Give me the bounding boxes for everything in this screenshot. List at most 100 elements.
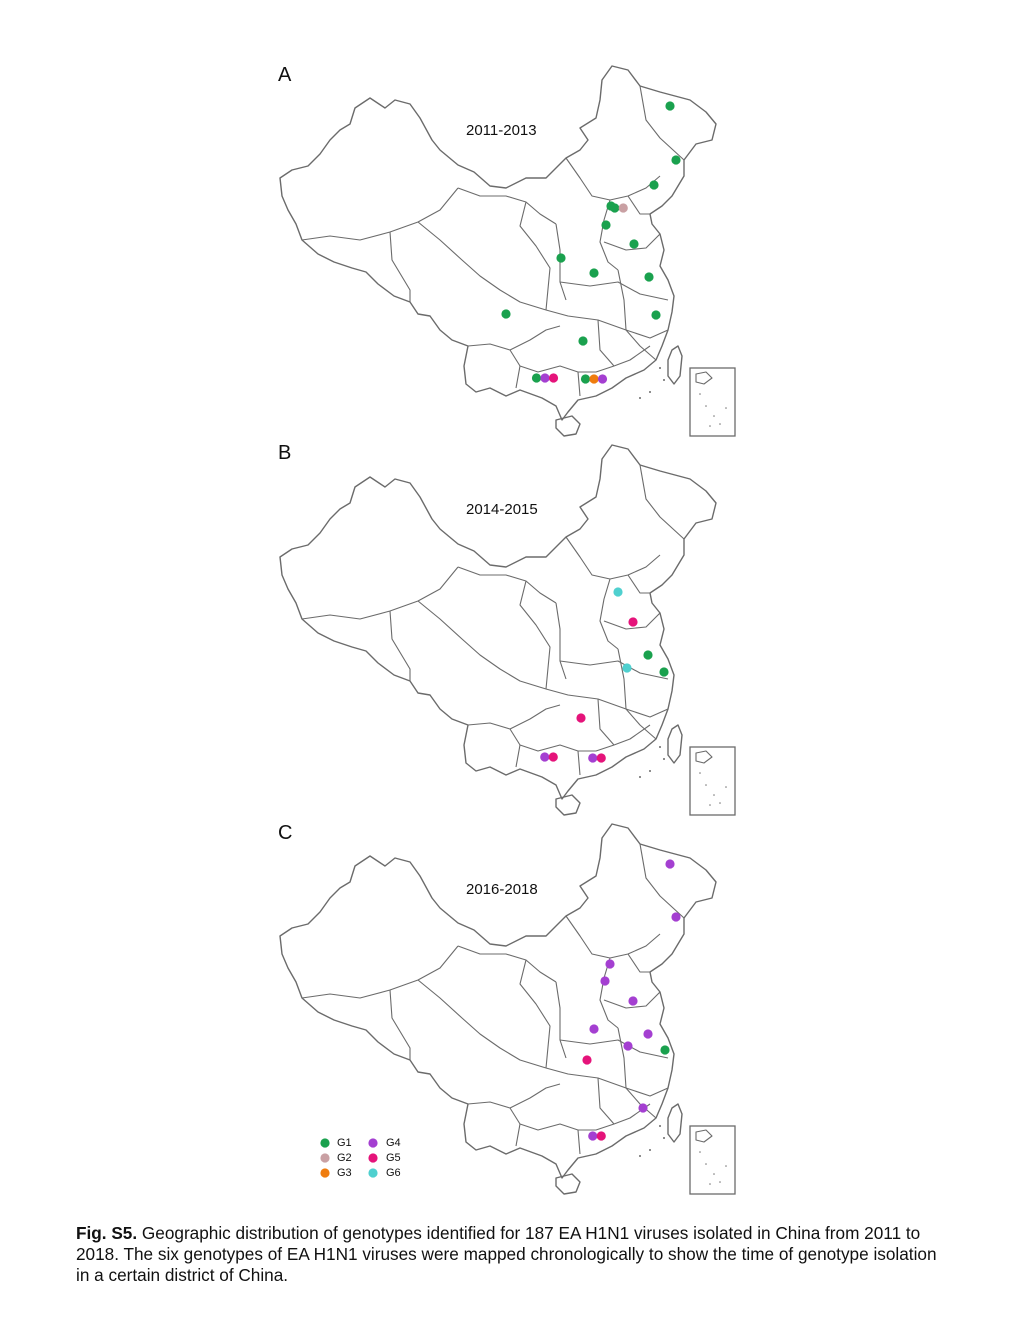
province-border xyxy=(577,371,581,397)
islet xyxy=(639,397,641,399)
genotype-point-g4-anhui xyxy=(623,1041,633,1051)
province-border xyxy=(457,566,557,604)
province-border xyxy=(577,1129,581,1155)
province-border xyxy=(559,281,669,301)
genotype-point-g6-tianjin xyxy=(613,587,623,597)
province-border xyxy=(467,325,561,351)
genotype-point-g3-guangdong xyxy=(589,374,599,384)
islet xyxy=(663,1137,665,1139)
inset-coast xyxy=(695,750,713,764)
china-outline xyxy=(279,823,717,1179)
map-panel-a xyxy=(279,65,736,437)
province-border xyxy=(457,187,557,225)
province-border xyxy=(555,223,567,301)
province-border xyxy=(617,269,627,331)
province-border xyxy=(417,979,547,1069)
genotype-point-g1-jilin xyxy=(671,155,681,165)
genotype-point-g1-liaoning xyxy=(649,180,659,190)
map-panel-c xyxy=(279,823,736,1195)
genotype-point-g5-hunan xyxy=(582,1055,592,1065)
legend-label-g1: G1 xyxy=(337,1137,352,1149)
inset-islet xyxy=(705,405,707,407)
china-outline xyxy=(279,65,717,421)
legend-marker-g6 xyxy=(368,1168,378,1178)
genotype-point-g1-shanghai xyxy=(659,667,669,677)
genotype-point-g4-henan xyxy=(589,1024,599,1034)
map-panel-b xyxy=(279,444,736,816)
islet xyxy=(639,776,641,778)
province-border xyxy=(627,953,650,973)
genotype-point-g4-guangxi xyxy=(540,752,550,762)
province-border xyxy=(597,1077,615,1125)
province-border xyxy=(515,365,521,389)
hainan-island xyxy=(555,1173,581,1195)
province-border xyxy=(389,231,411,302)
genotype-point-g5-guangdong xyxy=(596,753,606,763)
genotype-point-g1-jiangsu xyxy=(644,272,654,282)
legend-label-g3: G3 xyxy=(337,1167,352,1179)
genotype-point-g6-anhui xyxy=(622,663,632,673)
islet xyxy=(649,1149,651,1151)
genotype-point-g1-guangdong xyxy=(580,374,591,384)
province-border xyxy=(639,464,685,540)
china-outline xyxy=(279,444,717,800)
province-border xyxy=(597,698,615,746)
genotype-point-g5-guangxi xyxy=(548,373,559,383)
genotype-point-g4-heilongjiang xyxy=(665,859,675,869)
islet xyxy=(663,758,665,760)
genotype-point-g5-guangxi xyxy=(548,752,558,762)
south-china-sea-inset xyxy=(689,746,736,816)
panel-a-period: 2011-2013 xyxy=(466,122,537,139)
genotype-point-g1-guangxi xyxy=(531,373,542,383)
legend-label-g4: G4 xyxy=(386,1137,401,1149)
province-border xyxy=(627,574,650,594)
inset-islet xyxy=(725,407,727,409)
province-border xyxy=(509,724,651,752)
hainan-island xyxy=(555,415,581,437)
inset-islet xyxy=(713,794,715,796)
genotype-point-g5-shandong xyxy=(628,617,638,627)
genotype-point-g1-zhejiang xyxy=(651,310,661,320)
province-border xyxy=(599,578,619,650)
islet xyxy=(649,770,651,772)
province-border xyxy=(555,602,567,680)
islet xyxy=(659,367,661,369)
province-border xyxy=(625,329,657,361)
panel-b-letter: B xyxy=(278,442,292,464)
province-border xyxy=(467,1083,561,1109)
genotype-point-g1-shanghai xyxy=(660,1045,670,1055)
inset-islet xyxy=(699,772,701,774)
genotype-point-g4-jiangsu xyxy=(643,1029,653,1039)
taiwan-island xyxy=(667,1103,683,1143)
province-border xyxy=(515,744,521,768)
hainan-island xyxy=(555,794,581,816)
province-border xyxy=(565,536,661,580)
genotype-point-g1-tianjin xyxy=(610,203,620,213)
inset-frame xyxy=(689,746,736,816)
legend-label-g6: G6 xyxy=(386,1167,401,1179)
panel-c-letter: C xyxy=(278,822,293,844)
inset-islet xyxy=(705,1163,707,1165)
legend-label-g2: G2 xyxy=(337,1152,352,1164)
province-border xyxy=(417,221,547,311)
inset-islet xyxy=(719,802,721,804)
province-border xyxy=(509,1103,651,1131)
genotype-point-g4-guangdong xyxy=(588,1131,598,1141)
inset-islet xyxy=(725,786,727,788)
genotype-point-g4-hebei xyxy=(600,976,610,986)
legend-marker-g4 xyxy=(368,1138,378,1148)
inset-islet xyxy=(719,1181,721,1183)
province-border xyxy=(519,201,551,311)
genotype-point-g1-shaanxi xyxy=(556,253,566,263)
genotype-point-g4-guangdong xyxy=(588,753,598,763)
genotype-point-g5-guangdong xyxy=(596,1131,606,1141)
province-border xyxy=(555,981,567,1059)
province-border xyxy=(509,345,651,373)
inset-islet xyxy=(705,784,707,786)
genotype-point-g2-tianjin xyxy=(618,203,628,213)
genotype-point-g1-jiangsu xyxy=(643,650,653,660)
province-border xyxy=(301,945,459,999)
province-border xyxy=(565,157,661,201)
genotype-point-g1-heilongjiang xyxy=(665,101,675,111)
